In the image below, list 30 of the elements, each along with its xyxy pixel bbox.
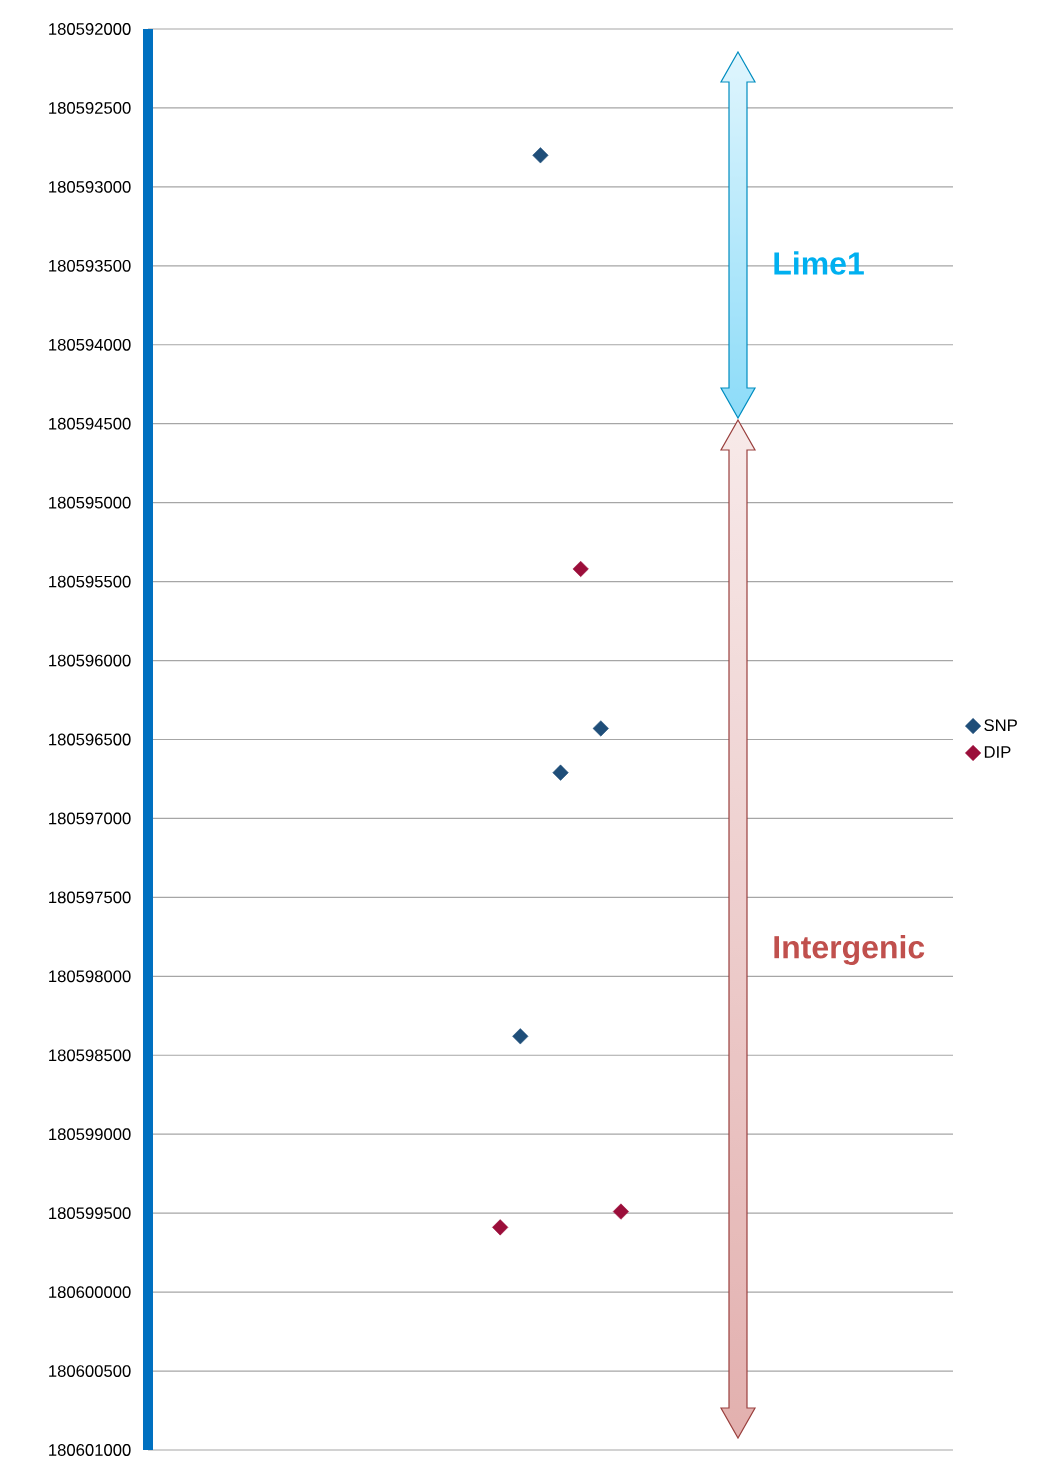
point [532,147,549,164]
y-tick-label: 180599000 [49,1128,131,1141]
y-tick-label: 180600000 [49,1286,131,1299]
y-tick-label: 180597500 [49,891,131,904]
annotation: Intergenic [774,935,925,965]
legend-label: DIP [984,746,1011,758]
y-tick-label: 180596000 [49,654,131,667]
y-tick-label: 180597000 [49,812,131,825]
point [552,764,569,781]
y-tick-label: 180592500 [49,102,131,114]
y-tick-label: 180594000 [49,338,131,351]
y-tick-label: 180592000 [49,23,131,35]
y-tick-label: 180595000 [49,496,131,509]
annotation: Lime1 [774,251,864,275]
y-tick-label: 180593000 [49,180,131,193]
y-tick-label: 180600500 [49,1365,131,1377]
y-tick-label: 180599500 [49,1207,131,1220]
y-tick-label: 180595500 [49,575,131,588]
y-tick-label: 180601000 [49,1444,131,1456]
point [572,560,589,578]
y-tick-label: 180593500 [49,259,131,272]
y-tick-label: 180596500 [49,733,131,746]
point [512,1028,529,1045]
y-tick-label: 180598000 [49,970,131,983]
point [592,720,609,737]
point [612,1203,629,1220]
y-tick-label: 180598500 [49,1049,131,1062]
y-tick-label: 180594500 [49,417,131,430]
legend-label: SNP [984,719,1017,732]
point [492,1219,509,1236]
